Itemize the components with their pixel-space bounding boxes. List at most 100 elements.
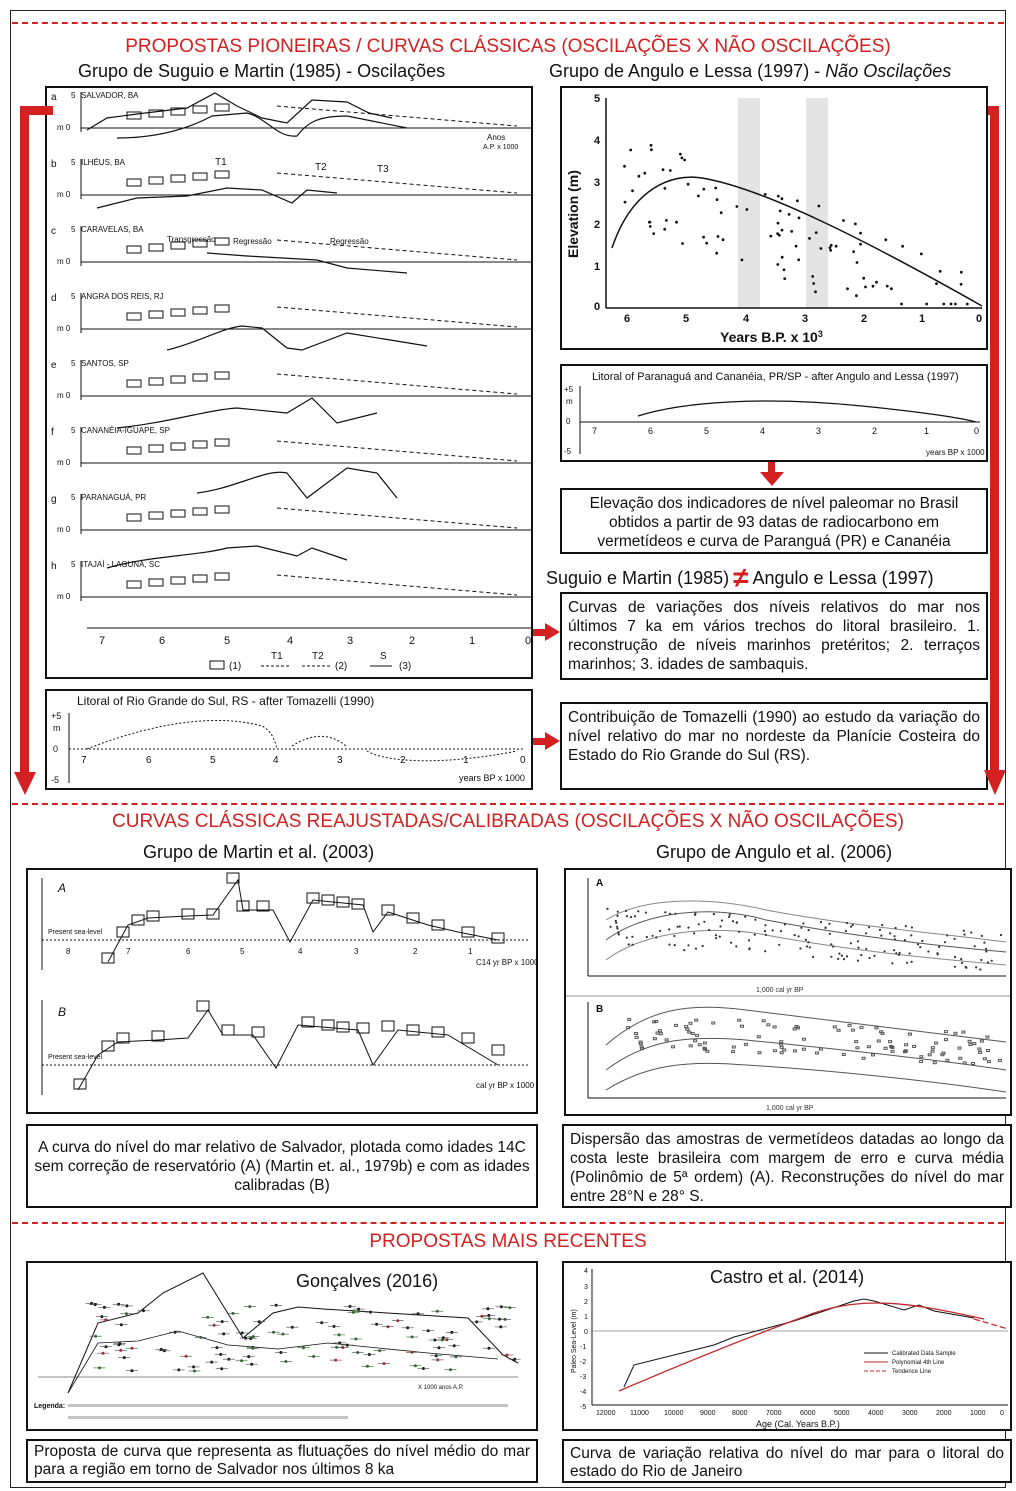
y-tick: 1 bbox=[584, 1314, 588, 1321]
y-tick: -4 bbox=[580, 1389, 586, 1396]
x-tick: 6 bbox=[186, 947, 191, 956]
castro-legend: Calibrated Data Sample Polynomial 4th Li… bbox=[864, 1351, 956, 1375]
legend-t1: T1 bbox=[271, 651, 283, 662]
y-tick: +5 bbox=[51, 711, 61, 721]
section-divider bbox=[12, 1222, 1004, 1224]
group-angulo-lessa-prefix: Grupo de Angulo e Lessa (1997) - bbox=[549, 61, 826, 81]
y-tick: 4 bbox=[594, 135, 601, 147]
tomazelli-title: Litoral of Rio Grande do Sul, RS - after… bbox=[77, 694, 374, 708]
x-tick: 1 bbox=[924, 426, 929, 436]
x-tick: 5 bbox=[224, 635, 230, 647]
panel-site-label: CARAVELAS, BA bbox=[81, 225, 144, 234]
x-tick: 4000 bbox=[868, 1410, 884, 1417]
paranagua-box: Litoral of Paranaguá and Cananéia, PR/SP… bbox=[560, 364, 988, 462]
goncalves-title: Gonçalves (2016) bbox=[296, 1271, 438, 1291]
martin-panel-b-label: B bbox=[58, 1005, 66, 1019]
section-divider bbox=[12, 803, 1004, 805]
panel-letter: a bbox=[51, 92, 57, 103]
anos-label: Anos bbox=[487, 133, 505, 142]
panel-y-top: 5 bbox=[71, 359, 76, 368]
transgressao-label: Transgressão bbox=[167, 235, 216, 244]
x-tick: 11000 bbox=[630, 1410, 649, 1417]
panel-y-top: 5 bbox=[71, 493, 76, 502]
paranagua-xlabel: years BP x 1000 bbox=[926, 448, 985, 457]
angulo-lessa-scatter-box: Elevation (m) 5 4 3 2 1 0 6 5 4 3 2 1 0 … bbox=[560, 86, 988, 350]
panel-letter: f bbox=[51, 427, 54, 438]
castro-ylabel: Paleo Sea-Level (m) bbox=[571, 1309, 578, 1373]
y-tick: 0 bbox=[566, 417, 571, 426]
martin-b-samples bbox=[73, 1000, 505, 1090]
x-tick: 10000 bbox=[664, 1410, 684, 1417]
legend-1: (1) bbox=[229, 661, 241, 672]
group-angulo-lessa-italic: Não Oscilações bbox=[825, 61, 952, 81]
x-tick: 3 bbox=[816, 426, 821, 436]
x-tick: 3 bbox=[337, 755, 343, 766]
suguio-panels-box: a 5 SALVADOR, BA m 0 b 5 ILHÉUS, BA m 0 c 5 CARAVE… bbox=[45, 86, 533, 679]
x-tick: 9000 bbox=[700, 1410, 716, 1417]
panel-site-label: ANGRA DOS REIS, RJ bbox=[81, 292, 164, 301]
x-tick: 8 bbox=[66, 947, 71, 956]
x-tick: 1 bbox=[919, 313, 925, 325]
tomazelli-x-ticks: 7 6 5 4 3 2 1 0 bbox=[81, 755, 526, 766]
y-tick: -5 bbox=[564, 447, 572, 456]
castro-xlabel: Age (Cal. Years B.P.) bbox=[756, 1419, 840, 1429]
y-tick: 0 bbox=[594, 301, 600, 313]
x-tick: 8000 bbox=[732, 1410, 748, 1417]
x-tick: 6 bbox=[146, 755, 152, 766]
y-tick: 0 bbox=[584, 1329, 588, 1336]
panel-zero-label: m 0 bbox=[57, 525, 71, 534]
x-tick: 6000 bbox=[800, 1410, 816, 1417]
y-tick: -1 bbox=[580, 1344, 586, 1351]
x-tick: 6 bbox=[159, 635, 165, 647]
castro-chart: Castro et al. (2014) Paleo Sea-Level (m)… bbox=[571, 1267, 1009, 1429]
caption-dispersao: Dispersão das amostras de vermetídeos da… bbox=[562, 1124, 1012, 1208]
x-tick: 3 bbox=[354, 947, 359, 956]
suguio-legend: (1) T1 T2 (2) S (3) bbox=[209, 651, 411, 672]
comparison-right: Angulo e Lessa (1997) bbox=[752, 568, 934, 588]
y-tick: 2 bbox=[594, 219, 600, 231]
comparison-left: Suguio e Martin (1985) bbox=[546, 568, 730, 588]
tomazelli-xlabel: years BP x 1000 bbox=[459, 773, 525, 783]
legend-t2: T2 bbox=[312, 651, 324, 662]
panel-letter: c bbox=[51, 226, 56, 237]
section3-title: PROPOSTAS MAIS RECENTES bbox=[369, 1231, 647, 1252]
x-tick: 5 bbox=[240, 947, 245, 956]
caption-elevacao: Elevação dos indicadores de nível paleom… bbox=[560, 488, 988, 554]
martin-xlabel-b: cal yr BP x 1000 bbox=[476, 1081, 535, 1090]
panel-site-label: SANTOS, SP bbox=[81, 359, 129, 368]
x-tick: 2 bbox=[400, 755, 406, 766]
x-tick: 3 bbox=[347, 635, 353, 647]
legend-2: (2) bbox=[335, 661, 347, 672]
panel-zero-label: m 0 bbox=[57, 592, 71, 601]
x-tick: 2 bbox=[872, 426, 877, 436]
legend-calibrated: Calibrated Data Sample bbox=[892, 1351, 956, 1357]
y-tick: 5 bbox=[594, 93, 600, 105]
x-tick: 4 bbox=[287, 635, 293, 647]
angulo-lessa-scatter: Elevation (m) 5 4 3 2 1 0 6 5 4 3 2 1 0 … bbox=[565, 93, 983, 345]
x-tick: 5 bbox=[683, 313, 689, 325]
panel-y-top: 5 bbox=[71, 91, 76, 100]
x-tick: 5000 bbox=[834, 1410, 850, 1417]
x-tick: 4 bbox=[298, 947, 303, 956]
suguio-panel: d 5 ANGRA DOS REIS, RJ m 0 bbox=[51, 252, 531, 333]
angulo-xlabel-b: 1,000 cal yr BP bbox=[766, 1105, 814, 1112]
suguio-panel: e 5 SANTOS, SP m 0 bbox=[51, 325, 531, 400]
x-tick: 7 bbox=[81, 755, 87, 766]
y-tick: 4 bbox=[584, 1268, 588, 1275]
x-tick: 0 bbox=[525, 635, 531, 647]
y-tick: 1 bbox=[594, 261, 600, 273]
t3-label: T3 bbox=[377, 164, 389, 175]
panel-site-label: PARANAGUÁ, PR bbox=[81, 493, 146, 502]
group-martin-title: Grupo de Martin et al. (2003) bbox=[143, 842, 375, 862]
panel-letter: b bbox=[51, 159, 57, 170]
x-tick: 1000 bbox=[970, 1410, 986, 1417]
not-equal-symbol: ≠ bbox=[733, 562, 749, 593]
y-tick: -3 bbox=[580, 1374, 586, 1381]
t2-label: T2 bbox=[315, 162, 327, 173]
angulo-xlabel-a: 1,000 cal yr BP bbox=[756, 987, 804, 994]
martin-curves-box: A Present sea-level C14 yr BP x 1000 8 7… bbox=[26, 868, 539, 1114]
x-tick: 5 bbox=[210, 755, 216, 766]
suguio-panel: b 5 ILHÉUS, BA m 0 bbox=[51, 112, 531, 199]
angulo-b-points bbox=[626, 1017, 1002, 1065]
present-sea-level-b: Present sea-level bbox=[48, 1054, 103, 1061]
